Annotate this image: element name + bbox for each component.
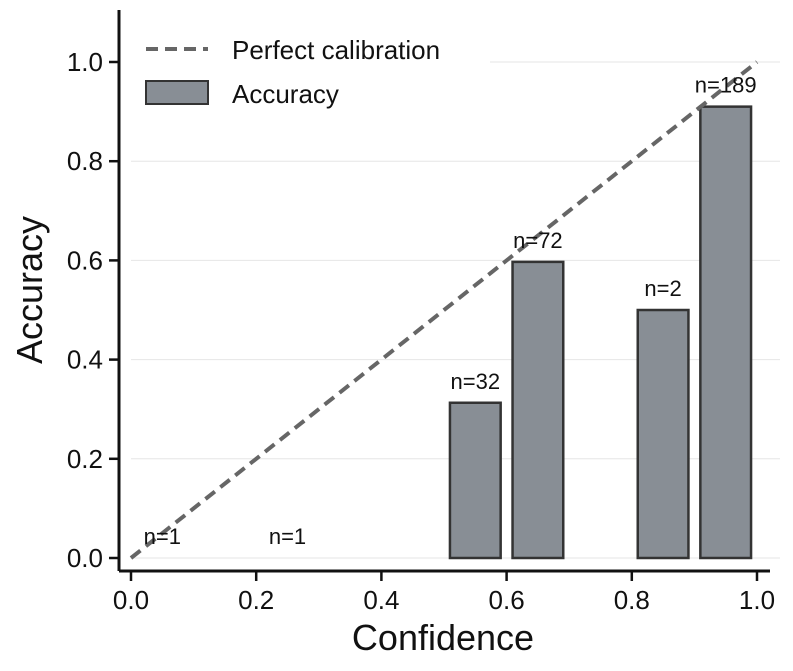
bar-label-5: n=189 — [695, 73, 757, 98]
y-tick-label-5: 1.0 — [67, 47, 103, 77]
bars — [448, 105, 753, 560]
x-tick-label-2: 0.4 — [363, 585, 399, 615]
y-tick-label-1: 0.2 — [67, 444, 103, 474]
bar-label-1: n=1 — [269, 524, 306, 549]
y-tick-label-0: 0.0 — [67, 543, 103, 573]
legend-background — [130, 26, 490, 122]
bar-label-2: n=32 — [451, 369, 501, 394]
axes: 0.0 0.2 0.4 0.6 0.8 1.0 0.0 0.2 0.4 0.6 0.8 1.0 — [67, 10, 775, 615]
reference-line-layer — [129, 60, 759, 560]
bar-labels: n=1 n=1 n=32 n=72 n=2 n=189 — [144, 73, 757, 549]
x-tick-label-5: 1.0 — [739, 585, 775, 615]
bar-label-0: n=1 — [144, 524, 181, 549]
bar-label-4: n=2 — [644, 276, 681, 301]
bar-4 — [636, 308, 690, 560]
y-tick-label-3: 0.6 — [67, 245, 103, 275]
legend-label-perfect-calibration: Perfect calibration — [232, 35, 440, 65]
perfect-calibration-line — [129, 60, 759, 560]
bar-5 — [699, 105, 753, 560]
x-tick-label-4: 0.8 — [614, 585, 650, 615]
bar-2 — [448, 401, 502, 560]
y-tick-label-2: 0.4 — [67, 345, 103, 375]
legend-bar-swatch — [145, 80, 209, 105]
x-tick-label-0: 0.0 — [113, 585, 149, 615]
x-tick-label-3: 0.6 — [489, 585, 525, 615]
y-axis-title: Accuracy — [9, 216, 50, 364]
bar-3 — [511, 260, 565, 560]
legend-label-accuracy: Accuracy — [232, 79, 339, 109]
x-axis-title: Confidence — [352, 617, 534, 658]
x-tick-label-1: 0.2 — [238, 585, 274, 615]
bar-label-3: n=72 — [513, 228, 563, 253]
legend: Perfect calibration Accuracy — [130, 26, 490, 122]
y-tick-label-4: 0.8 — [67, 146, 103, 176]
